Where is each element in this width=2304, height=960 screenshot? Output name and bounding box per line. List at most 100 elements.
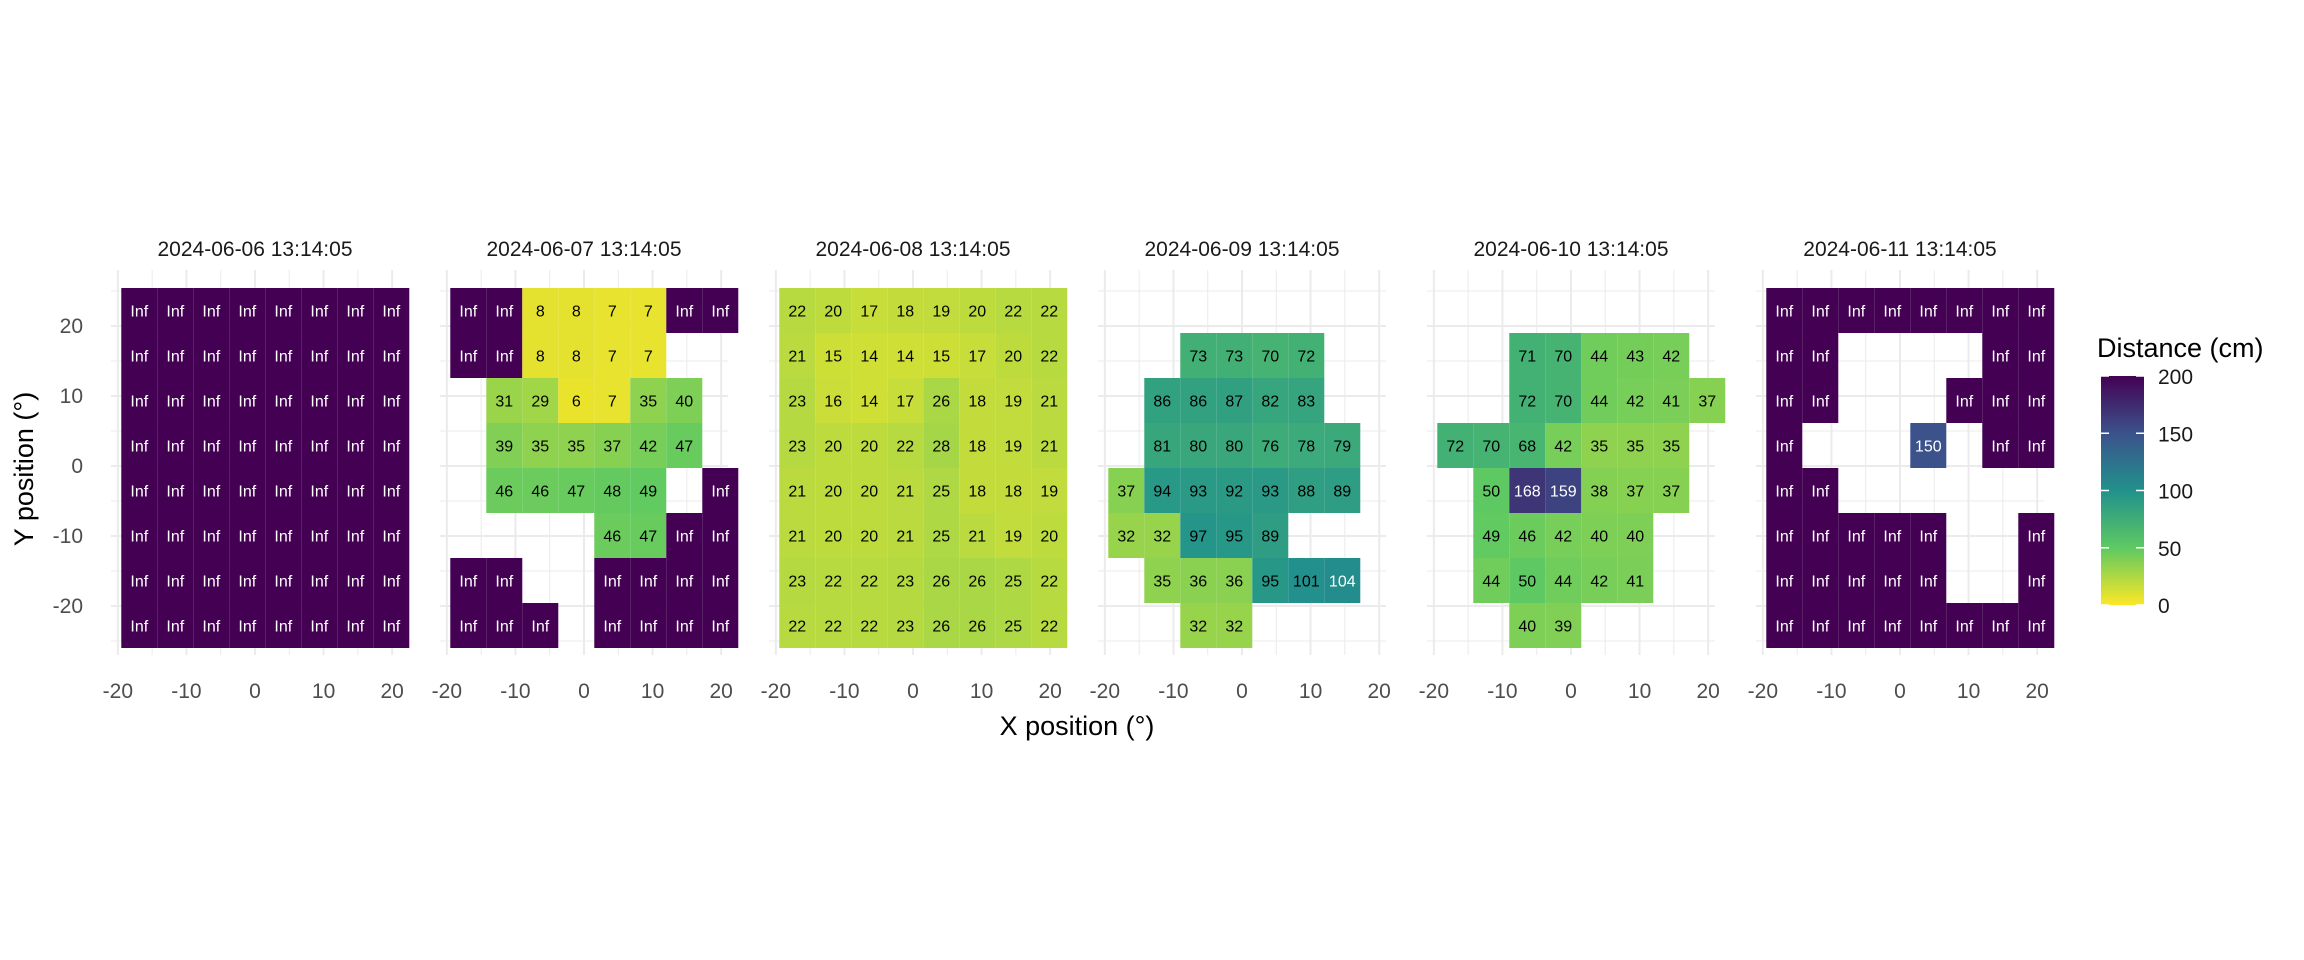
cell-label: Inf bbox=[166, 394, 184, 411]
cell-label: 40 bbox=[675, 394, 693, 411]
cell-label: Inf bbox=[2027, 529, 2045, 546]
heatmap-cell bbox=[301, 468, 338, 513]
heatmap-cell bbox=[995, 378, 1032, 423]
heatmap-cell bbox=[1252, 513, 1289, 558]
cell-label: 37 bbox=[1117, 484, 1135, 501]
cell-label: 7 bbox=[644, 349, 653, 366]
cell-label: 22 bbox=[860, 574, 878, 591]
cell-label: 17 bbox=[896, 394, 914, 411]
cell-label: 49 bbox=[1482, 529, 1500, 546]
panel-title: 2024-06-06 13:14:05 bbox=[158, 238, 353, 261]
heatmap-cell bbox=[1031, 558, 1068, 603]
cell-label: 19 bbox=[1004, 529, 1022, 546]
heatmap-panel: 2024-06-09 13:14:05 73 73 70 72 86 86 87 82 83 81 8… bbox=[1090, 238, 1391, 703]
cell-label: 32 bbox=[1153, 529, 1171, 546]
cell-label: 72 bbox=[1518, 394, 1536, 411]
heatmap-cell bbox=[995, 468, 1032, 513]
heatmap-cell bbox=[229, 558, 266, 603]
cell-label: 21 bbox=[788, 484, 806, 501]
heatmap-cell bbox=[887, 513, 924, 558]
heatmap-cell bbox=[779, 558, 816, 603]
heatmap-cell bbox=[486, 288, 523, 333]
heatmap-cell bbox=[1982, 288, 2019, 333]
heatmap-cell bbox=[1982, 333, 2019, 378]
cell-label: Inf bbox=[166, 304, 184, 321]
heatmap-cell bbox=[1144, 378, 1181, 423]
heatmap-cell bbox=[265, 423, 302, 468]
heatmap-cell bbox=[1946, 378, 1983, 423]
x-tick-label: 10 bbox=[970, 680, 993, 703]
heatmap-cell bbox=[1252, 468, 1289, 513]
heatmap-cell bbox=[1473, 558, 1510, 603]
x-tick-label: 0 bbox=[249, 680, 261, 703]
heatmap-cell bbox=[2018, 288, 2055, 333]
heatmap-cell bbox=[157, 333, 194, 378]
cell-label: Inf bbox=[675, 619, 693, 636]
heatmap-cell bbox=[1653, 423, 1690, 468]
heatmap-cell bbox=[1031, 288, 1068, 333]
cell-label: Inf bbox=[1991, 349, 2009, 366]
heatmap-cell bbox=[851, 558, 888, 603]
cell-label: Inf bbox=[1775, 439, 1793, 456]
x-tick-label: 10 bbox=[312, 680, 335, 703]
cell-label: 21 bbox=[788, 529, 806, 546]
cell-label: 22 bbox=[1004, 304, 1022, 321]
heatmap-cell bbox=[959, 288, 996, 333]
heatmap-cell bbox=[2018, 378, 2055, 423]
cell-label: 42 bbox=[1590, 574, 1608, 591]
heatmap-cell bbox=[779, 423, 816, 468]
heatmap-cell bbox=[959, 558, 996, 603]
cell-label: 32 bbox=[1189, 619, 1207, 636]
cell-label: 46 bbox=[603, 529, 621, 546]
cell-label: Inf bbox=[675, 304, 693, 321]
cell-label: Inf bbox=[274, 439, 292, 456]
cell-label: Inf bbox=[2027, 349, 2045, 366]
heatmap-cell bbox=[779, 468, 816, 513]
cell-label: 8 bbox=[536, 349, 545, 366]
heatmap-cell bbox=[121, 378, 158, 423]
heatmap-cell bbox=[265, 378, 302, 423]
heatmap-cell bbox=[815, 288, 852, 333]
heatmap-cell bbox=[265, 333, 302, 378]
heatmap-cell bbox=[486, 378, 523, 423]
cell-label: 70 bbox=[1482, 439, 1500, 456]
heatmap-cell bbox=[1874, 558, 1911, 603]
cell-label: 15 bbox=[932, 349, 950, 366]
cell-label: 32 bbox=[1117, 529, 1135, 546]
heatmap-cell bbox=[1509, 468, 1546, 513]
heatmap-cell bbox=[265, 513, 302, 558]
cell-label: 42 bbox=[639, 439, 657, 456]
x-tick-label: 10 bbox=[641, 680, 664, 703]
heatmap-cell bbox=[193, 468, 230, 513]
heatmap-cell bbox=[1910, 423, 1947, 468]
cell-label: 14 bbox=[896, 349, 914, 366]
x-tick-label: -10 bbox=[829, 680, 859, 703]
heatmap-cell bbox=[558, 378, 595, 423]
cell-label: 25 bbox=[932, 484, 950, 501]
x-tick-label: -20 bbox=[103, 680, 133, 703]
heatmap-cell bbox=[373, 558, 410, 603]
heatmap-cell bbox=[229, 378, 266, 423]
heatmap-cell bbox=[1874, 288, 1911, 333]
heatmap-cell bbox=[1617, 558, 1654, 603]
heatmap-cell bbox=[887, 468, 924, 513]
heatmap-cell bbox=[995, 423, 1032, 468]
heatmap-cell bbox=[337, 513, 374, 558]
heatmap-cell bbox=[1766, 288, 1803, 333]
heatmap-cell bbox=[1545, 513, 1582, 558]
heatmap-cell bbox=[702, 288, 739, 333]
heatmap-cell bbox=[923, 603, 960, 648]
heatmap-cell bbox=[337, 423, 374, 468]
cell-label: 44 bbox=[1590, 394, 1608, 411]
cell-label: 21 bbox=[788, 349, 806, 366]
heatmap-cell bbox=[1617, 333, 1654, 378]
heatmap-cell bbox=[2018, 513, 2055, 558]
cell-label: 35 bbox=[1626, 439, 1644, 456]
heatmap-cell bbox=[815, 378, 852, 423]
heatmap-cell bbox=[1982, 603, 2019, 648]
heatmap-cell bbox=[157, 423, 194, 468]
cell-label: Inf bbox=[1811, 619, 1829, 636]
heatmap-cell bbox=[630, 513, 667, 558]
heatmap-cell bbox=[193, 333, 230, 378]
heatmap-cell bbox=[265, 468, 302, 513]
